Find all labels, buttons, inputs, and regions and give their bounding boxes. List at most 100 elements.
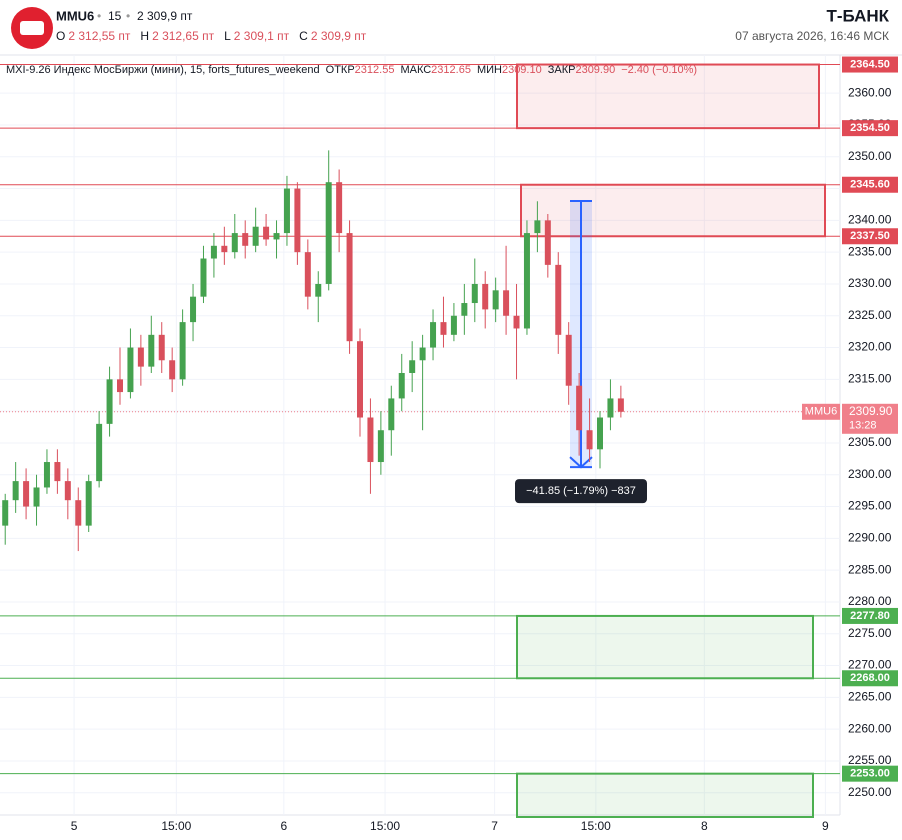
candle-body: [482, 283, 489, 310]
candle-body: [461, 303, 468, 316]
level-label: 2364.50: [850, 58, 890, 70]
level-label-bg: [842, 670, 898, 687]
level-label: 2268.00: [850, 672, 890, 684]
legend-key: ЗАКР: [548, 64, 576, 76]
candle-body: [106, 379, 113, 424]
measure-label: −41.85 (−1.79%) −837: [526, 485, 636, 497]
y-tick-label: 2340.00: [848, 213, 892, 227]
legend-title: MXI-9.26 Индекс МосБиржи (мини), 15, for…: [6, 64, 320, 76]
last-price-symbol: MMU6: [805, 406, 837, 418]
symbol[interactable]: MMU6: [56, 8, 94, 23]
candle-body: [2, 500, 9, 526]
candle-body: [325, 182, 332, 284]
candle-body: [357, 341, 363, 418]
y-tick-label: 2255.00: [848, 753, 892, 767]
ohlc-key: L: [224, 29, 231, 43]
candle-body: [555, 264, 562, 335]
x-tick-label: 5: [71, 819, 78, 833]
candle-body: [75, 500, 82, 526]
zone: [520, 183, 826, 238]
candle-body: [523, 233, 530, 329]
y-tick-label: 2360.00: [848, 85, 892, 99]
legend-value: 2312.65: [431, 64, 471, 76]
ohlc-key: O: [56, 29, 65, 43]
separator: •: [97, 9, 101, 23]
ohlc-value: 2 309,1 пт: [234, 29, 290, 43]
legend-value: 2312.55: [355, 64, 395, 76]
legend-key: МАКС: [400, 64, 431, 76]
level-label: 2277.80: [850, 610, 890, 622]
candle-body: [304, 252, 311, 297]
candle-body: [158, 334, 165, 361]
y-tick-label: 2280.00: [848, 594, 892, 608]
level-label-bg: [842, 607, 898, 624]
candle-body: [33, 487, 40, 507]
y-tick-label: 2315.00: [848, 372, 892, 386]
candle-body: [221, 245, 228, 253]
candle-body: [85, 481, 92, 526]
datetime: 07 августа 2026, 16:46 МСК: [735, 29, 889, 43]
candle-body: [12, 481, 19, 501]
candle-body: [179, 322, 186, 380]
y-tick-label: 2250.00: [848, 785, 892, 799]
separator: •: [126, 9, 130, 23]
candle-body: [419, 347, 426, 361]
y-tick-label: 2285.00: [848, 562, 892, 576]
y-tick-label: 2270.00: [848, 658, 892, 672]
candle-body: [346, 233, 353, 342]
candle-body: [513, 315, 520, 329]
ohlc-value: 2 312,65 пт: [152, 29, 215, 43]
candle-body: [273, 233, 280, 240]
price: 2 309,9 пт: [137, 9, 193, 23]
candle-body: [492, 290, 499, 310]
legend-key: МИН: [477, 64, 502, 76]
zone: [516, 772, 814, 818]
ohlc-key: H: [140, 29, 149, 43]
x-tick-label: 15:00: [581, 819, 611, 833]
candle-body: [586, 430, 593, 450]
candle-body: [617, 398, 624, 412]
candle-body: [544, 220, 551, 265]
legend-value: 2309.10: [502, 64, 542, 76]
logo-mark: [20, 21, 44, 35]
candle-body: [96, 423, 103, 482]
plot: [0, 55, 840, 818]
candle-body: [169, 360, 176, 380]
ohlc-value: 2 312,55 пт: [68, 29, 131, 43]
candle-body: [430, 322, 437, 348]
candle-body: [190, 296, 197, 323]
legend-change: −2.40 (−0.10%): [621, 64, 697, 76]
candle-body: [471, 283, 478, 304]
candle-body: [565, 334, 572, 386]
candle-body: [294, 188, 301, 253]
y-tick-label: 2300.00: [848, 467, 892, 481]
y-tick-label: 2260.00: [848, 721, 892, 735]
level-label: 2337.50: [850, 230, 890, 242]
candle-body: [377, 430, 384, 463]
level-label: 2253.00: [850, 768, 890, 780]
x-tick-label: 8: [701, 819, 708, 833]
candle-body: [388, 398, 395, 431]
candle-body: [23, 481, 30, 507]
ohlc-value: 2 309,9 пт: [311, 29, 367, 43]
zone: [516, 63, 820, 130]
candle-body: [117, 379, 123, 393]
level-label-bg: [842, 228, 898, 245]
zone: [516, 614, 814, 680]
candle-body: [576, 385, 583, 431]
last-price-bg: [842, 403, 898, 434]
y-tick-label: 2335.00: [848, 244, 892, 258]
level-label-bg: [842, 120, 898, 137]
measure-label-bg: [515, 479, 647, 504]
y-tick-label: 2305.00: [848, 435, 892, 449]
candle-body: [503, 290, 510, 316]
y-tick-label: 2275.00: [848, 626, 892, 640]
candle-body: [43, 462, 50, 488]
last-price-label: 2309.90: [849, 404, 893, 418]
legend-key: ОТКР: [326, 64, 355, 76]
candle-body: [607, 398, 614, 418]
y-tick-label: 2320.00: [848, 340, 892, 354]
brand: Т-БАНК: [826, 6, 889, 25]
